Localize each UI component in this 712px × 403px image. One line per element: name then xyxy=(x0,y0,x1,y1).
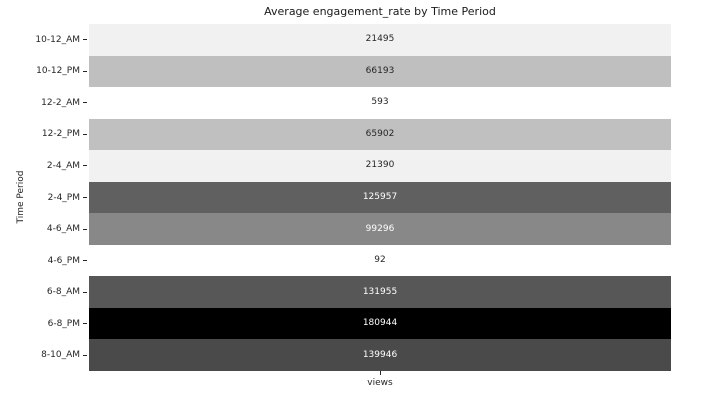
y-tick-label: 12-2_PM xyxy=(41,129,80,140)
cell-annotation: 66193 xyxy=(365,65,395,76)
y-tick-mark xyxy=(83,197,87,198)
y-tick-label: 2-4_PM xyxy=(47,192,80,203)
y-tick-label: 6-8_PM xyxy=(47,318,80,329)
heatmap-cell: 125957 xyxy=(89,181,671,214)
y-tick: 10-12_AM xyxy=(0,24,87,56)
heatmap-cell: 131955 xyxy=(89,276,671,308)
heatmap-cell: 92 xyxy=(89,244,671,277)
cell-annotation: 131955 xyxy=(362,286,398,297)
cell-annotation: 65902 xyxy=(365,128,395,139)
y-tick-mark xyxy=(83,133,87,135)
heatmap-cell: 21390 xyxy=(89,150,671,182)
y-tick-label: 6-8_AM xyxy=(46,287,80,298)
y-tick: 8-10_AM xyxy=(0,339,87,371)
y-tick: 12-2_PM xyxy=(0,119,87,151)
cell-annotation: 99296 xyxy=(365,223,395,234)
y-tick: 6-8_AM xyxy=(0,276,87,308)
cell-annotation: 180944 xyxy=(362,318,398,329)
cell-annotation: 125957 xyxy=(362,192,398,202)
cell-annotation: 593 xyxy=(371,97,389,108)
cell-annotation: 21495 xyxy=(365,34,395,45)
y-tick-label: 10-12_AM xyxy=(35,34,80,45)
x-axis-label: views xyxy=(367,378,393,388)
heatmap-cell: 593 xyxy=(89,87,671,119)
heatmap-cell: 21495 xyxy=(89,24,671,56)
x-tick-mark xyxy=(380,371,381,375)
heatmap-cell: 99296 xyxy=(89,213,671,245)
cell-annotation: 139946 xyxy=(362,349,398,360)
y-tick-label: 2-4_AM xyxy=(46,160,80,171)
y-tick: 4-6_AM xyxy=(0,213,87,245)
cell-annotation: 92 xyxy=(374,255,386,266)
y-tick-mark xyxy=(83,323,87,325)
y-tick: 4-6_PM xyxy=(0,245,87,277)
y-tick: 2-4_PM xyxy=(0,182,87,214)
y-tick-mark xyxy=(83,228,87,230)
cell-annotation: 21390 xyxy=(365,160,395,171)
y-axis-tick-labels: 10-12_AM 10-12_PM 12-2_AM 12-2_PM 2-4_AM 2-4_… xyxy=(0,24,87,371)
heatmap-cell: 66193 xyxy=(89,55,671,88)
y-tick: 10-12_PM xyxy=(0,56,87,88)
y-tick: 6-8_PM xyxy=(0,308,87,340)
heatmap-plot-area: 21495 66193 593 65902 21390 125957 99296 92 1319… xyxy=(89,24,671,372)
y-tick-mark xyxy=(83,39,87,41)
y-tick-label: 8-10_AM xyxy=(41,350,80,361)
y-tick-mark xyxy=(83,102,87,104)
y-tick-mark xyxy=(83,354,87,356)
chart-title: Average engagement_rate by Time Period xyxy=(264,5,496,18)
heatmap-cell: 65902 xyxy=(89,118,671,151)
y-tick-label: 12-2_AM xyxy=(41,97,80,108)
y-tick-mark xyxy=(83,291,87,293)
y-tick-label: 10-12_PM xyxy=(36,66,80,77)
y-tick-label: 4-6_AM xyxy=(46,224,80,235)
y-tick-label: 4-6_PM xyxy=(47,255,80,266)
y-tick: 2-4_AM xyxy=(0,150,87,182)
y-tick: 12-2_AM xyxy=(0,87,87,119)
heatmap-cell: 139946 xyxy=(89,339,671,372)
y-tick-mark xyxy=(83,260,87,262)
heatmap-cell: 180944 xyxy=(89,307,671,340)
y-tick-mark xyxy=(83,165,87,167)
y-tick-mark xyxy=(83,70,87,72)
